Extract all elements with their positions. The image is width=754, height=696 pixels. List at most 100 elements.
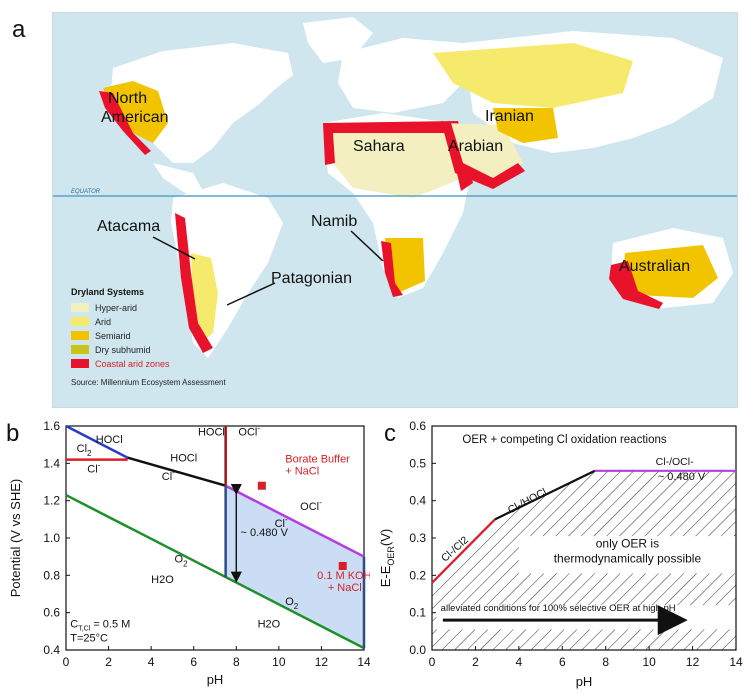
x-tick-label: 8 [602, 655, 609, 669]
label-sahara: Sahara [353, 138, 405, 155]
label-iranian: Iranian [485, 108, 534, 125]
species-label: OCl- [300, 498, 322, 513]
text-box-bg [518, 536, 736, 574]
label-north-american: North American [101, 90, 169, 126]
equator-label: EQUATOR [71, 189, 101, 195]
series-label-ocl: Cl-/OCl- [656, 456, 694, 468]
concentration-label: CT,Cl = 0.5 M [70, 619, 130, 633]
species-label: OCl- [238, 423, 260, 438]
namib-coast [381, 241, 403, 297]
legend-label-coastal: Coastal arid zones [95, 359, 170, 369]
series-line-0 [431, 518, 496, 584]
asia-dryland [433, 43, 633, 108]
label-australian: Australian [619, 258, 690, 275]
y-tick-label: 0.0 [409, 643, 426, 657]
x-tick-label: 0 [429, 655, 436, 669]
legend-title: Dryland Systems [71, 287, 144, 297]
x-tick-label: 14 [729, 655, 743, 669]
series-line-5 [65, 493, 365, 650]
legend-swatch-hyper-arid [71, 303, 89, 312]
y-tick-label: 0.4 [409, 494, 426, 508]
legend-swatch-arid [71, 317, 89, 326]
dryland-map: EQUATOR North American Sahara Arabian Ira… [52, 12, 738, 408]
legend-label-arid: Arid [95, 317, 111, 327]
shaded-stability-region [225, 485, 364, 649]
x-tick-label: 14 [357, 655, 370, 669]
y-tick-label: 1.6 [43, 419, 60, 433]
delta-label: ~ 0.480 V [658, 471, 706, 483]
chart-title: OER + competing Cl oxidation reactions [462, 434, 666, 446]
y-tick-label: 1.0 [43, 531, 60, 545]
series-line-4 [225, 484, 365, 558]
australia-coast [609, 261, 663, 309]
borate-label-line1: Borate Buffer [285, 453, 350, 465]
species-label: Cl- [162, 468, 175, 483]
koh-label-line2: + NaCl [328, 582, 362, 594]
x-tick-label: 10 [642, 655, 656, 669]
x-axis-label: pH [576, 674, 593, 689]
data-marker-1 [338, 562, 347, 570]
y-tick-label: 0.8 [43, 568, 60, 582]
delta-label: ~ 0.480 V [241, 527, 289, 539]
x-tick-label: 4 [148, 655, 155, 669]
region-text-line1: only OER is [596, 536, 659, 550]
x-tick-label: 2 [472, 655, 479, 669]
species-label: HOCl [198, 426, 225, 438]
x-tick-label: 6 [559, 655, 566, 669]
arrow-patagonian [226, 282, 276, 306]
species-label: HOCl [96, 434, 123, 446]
y-tick-label: 1.2 [43, 494, 60, 508]
arrow-text: alleviated conditions for 100% selective… [441, 603, 676, 614]
na-dryland [103, 81, 168, 143]
x-tick-label: 6 [190, 655, 197, 669]
x-tick-label: 0 [63, 655, 70, 669]
y-axis-label: E-EOER(V) [378, 529, 396, 588]
label-arabian: Arabian [448, 138, 503, 155]
species-label: H2O [258, 619, 281, 631]
legend-label-semiarid: Semiarid [95, 331, 131, 341]
legend-swatch-dry-subhumid [71, 345, 89, 354]
series-line-0 [65, 424, 129, 459]
y-tick-label: 0.6 [43, 606, 60, 620]
chart-b: 0 2 4 6 8 10 12 14 0.4 0.6 0.8 1.0 1.2 1.4 1.6 pH Potent… [8, 419, 370, 687]
sa-coast [175, 213, 213, 353]
map-canvas: EQUATOR North American Sahara Arabian Ira… [53, 13, 737, 407]
panel-a-label: a [12, 16, 26, 43]
sahara [328, 128, 463, 198]
legend-swatch-coastal [71, 359, 89, 368]
label-patagonian: Patagonian [271, 270, 352, 287]
map-legend: Dryland Systems Hyper-arid Arid Semiarid… [71, 287, 227, 387]
arrow-namib [350, 230, 384, 262]
y-tick-label: 0.4 [43, 643, 60, 657]
y-tick-label: 0.1 [409, 606, 426, 620]
label-namib: Namib [311, 213, 357, 230]
x-tick-label: 8 [233, 655, 240, 669]
legend-source: Source: Millennium Ecosystem Assessment [71, 378, 227, 387]
species-label: Cl- [87, 461, 100, 476]
chart-c: 0 2 4 6 8 10 12 14 0.0 0.1 0.2 0.3 0.4 0.5 0.6 pH E-EOER… [378, 419, 743, 689]
y-tick-label: 0.6 [409, 419, 426, 433]
label-atacama: Atacama [97, 218, 160, 235]
y-tick-label: 0.2 [409, 568, 426, 582]
y-tick-label: 1.4 [43, 456, 60, 470]
y-tick-label: 0.5 [409, 456, 426, 470]
central-america [153, 163, 203, 195]
x-tick-label: 10 [272, 655, 286, 669]
x-tick-label: 12 [315, 655, 329, 669]
legend-swatch-semiarid [71, 331, 89, 340]
species-label: Cl- [275, 515, 288, 530]
legend-label-dry-subhumid: Dry subhumid [95, 345, 151, 355]
region-arrows [152, 230, 384, 306]
koh-label-line1: 0.1 M KOH [317, 570, 370, 582]
series-line-2 [127, 456, 226, 487]
namib [385, 238, 425, 293]
x-tick-label: 4 [516, 655, 523, 669]
panel-b-label: b [6, 420, 20, 447]
x-tick-label: 2 [105, 655, 112, 669]
sa-dryland [191, 253, 218, 343]
y-tick-label: 0.3 [409, 531, 426, 545]
series-line-1 [494, 469, 596, 521]
arabia-coast [441, 121, 525, 189]
australia-dryland [623, 245, 718, 298]
iran [493, 108, 558, 143]
